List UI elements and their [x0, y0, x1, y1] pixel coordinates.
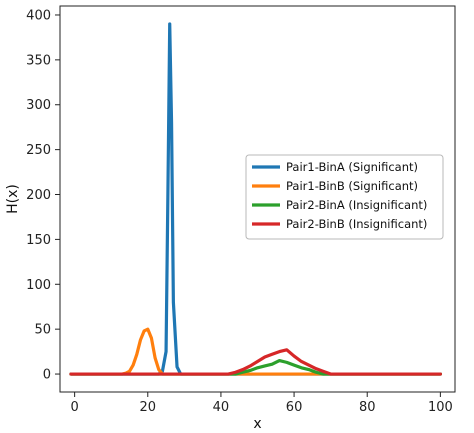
x-tick-label: 100	[428, 400, 453, 415]
y-axis-title: H(x)	[5, 184, 21, 214]
legend: Pair1-BinA (Significant) Pair1-BinB (Sign…	[245, 154, 444, 240]
series-line-3	[69, 358, 442, 376]
legend-label-1: Pair1-BinA (Significant)	[286, 160, 418, 174]
legend-label-2: Pair1-BinB (Significant)	[286, 179, 418, 193]
plot-area	[69, 22, 442, 376]
x-tick-label: 60	[286, 400, 303, 415]
y-tick-label: 250	[26, 143, 51, 158]
legend-label-4: Pair2-BinB (Insignificant)	[286, 217, 427, 231]
x-tick-label: 20	[140, 400, 157, 415]
y-tick-label: 0	[43, 368, 51, 383]
legend-label-3: Pair2-BinA (Insignificant)	[286, 198, 427, 212]
legend-box	[245, 154, 444, 240]
y-tick-label: 100	[26, 278, 51, 293]
x-tick-label: 80	[359, 400, 376, 415]
x-axis-title: x	[253, 416, 261, 432]
axes-frame	[59, 5, 456, 393]
axes: 0 20 40 60 80 100 0 50 100 150 200 250 300 350 400 x H(x…	[5, 5, 456, 432]
y-tick-label: 300	[26, 98, 51, 113]
y-tick-label: 350	[26, 53, 51, 68]
series-line-4	[69, 348, 442, 376]
y-tick-label: 200	[26, 188, 51, 203]
x-tick-label: 40	[213, 400, 230, 415]
y-tick-label: 50	[34, 323, 51, 338]
y-tick-label: 150	[26, 233, 51, 248]
x-tick-label: 0	[70, 400, 78, 415]
y-tick-label: 400	[26, 8, 51, 23]
